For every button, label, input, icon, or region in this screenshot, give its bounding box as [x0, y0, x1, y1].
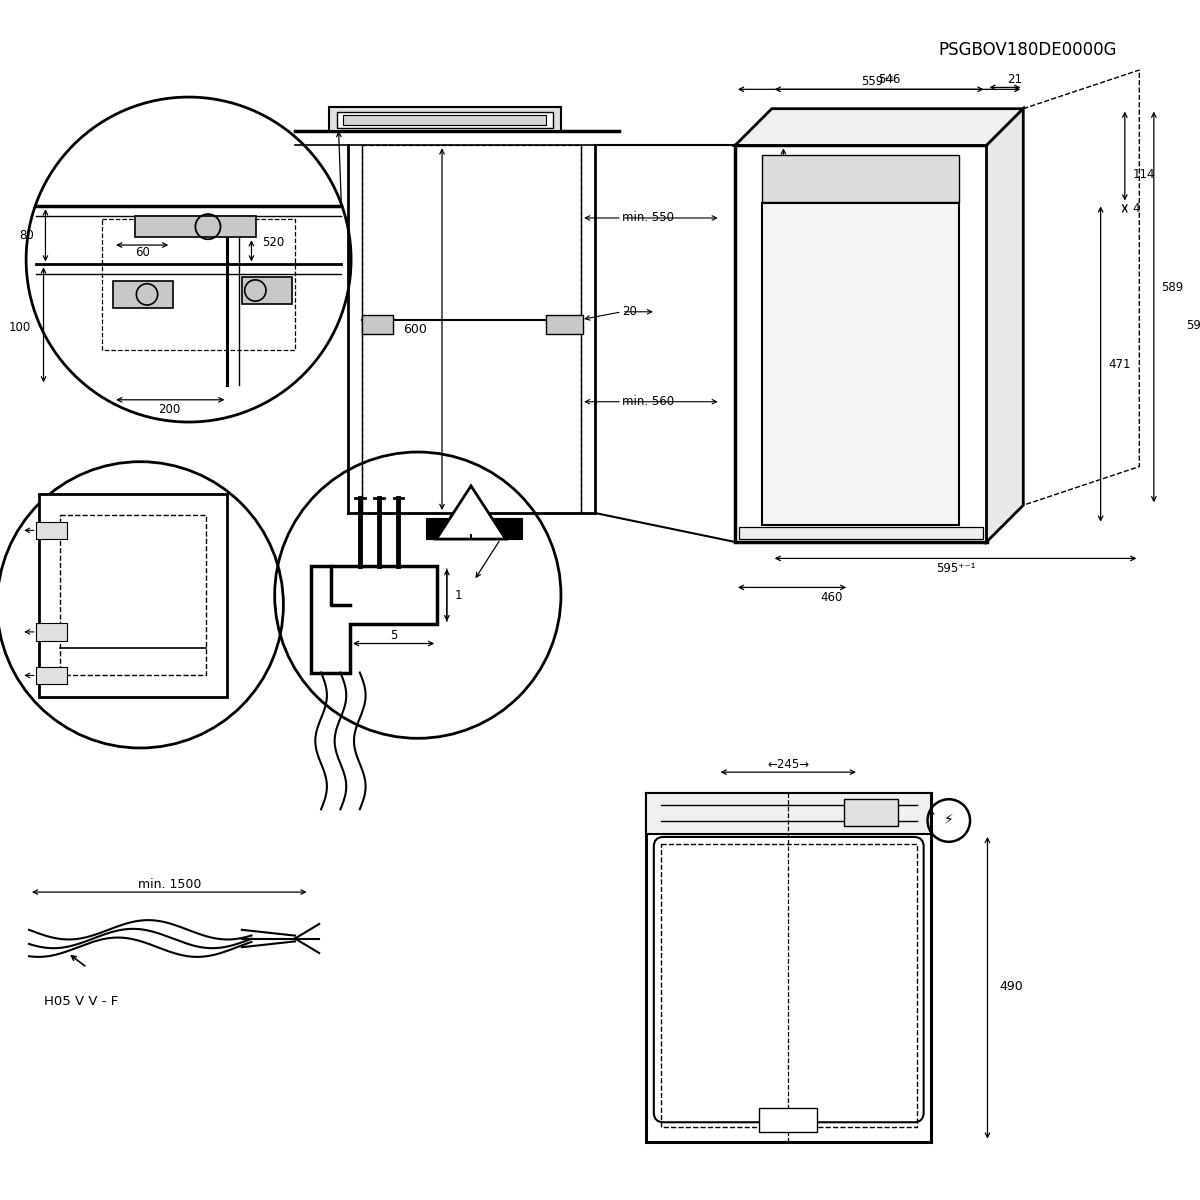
Text: min. 1500: min. 1500	[138, 878, 200, 890]
Text: 1: 1	[455, 589, 462, 601]
Text: 114: 114	[1133, 168, 1156, 181]
FancyBboxPatch shape	[736, 145, 986, 542]
FancyBboxPatch shape	[361, 314, 392, 334]
FancyBboxPatch shape	[36, 522, 67, 539]
FancyBboxPatch shape	[36, 623, 67, 641]
Polygon shape	[986, 109, 1024, 542]
FancyBboxPatch shape	[426, 517, 522, 539]
Text: 5: 5	[390, 629, 397, 642]
Text: 33: 33	[44, 625, 59, 638]
Text: 490: 490	[1000, 980, 1022, 994]
Text: 594: 594	[1186, 319, 1200, 332]
Text: ⚡: ⚡	[143, 289, 151, 299]
Text: 520: 520	[262, 235, 284, 248]
Text: 20: 20	[622, 305, 637, 318]
Text: 21: 21	[1007, 73, 1022, 86]
Text: PSGBOV180DE0000G: PSGBOV180DE0000G	[938, 41, 1117, 59]
FancyBboxPatch shape	[36, 667, 67, 684]
FancyBboxPatch shape	[546, 314, 583, 334]
FancyBboxPatch shape	[845, 799, 898, 827]
Text: 80: 80	[19, 229, 34, 242]
Text: 20: 20	[44, 668, 59, 682]
Text: 595⁺⁻¹: 595⁺⁻¹	[936, 562, 976, 575]
FancyBboxPatch shape	[136, 216, 257, 238]
Text: ⚡: ⚡	[944, 814, 954, 828]
FancyBboxPatch shape	[113, 281, 173, 308]
Text: 200: 200	[158, 403, 180, 416]
Text: 546: 546	[878, 73, 901, 86]
Polygon shape	[336, 112, 553, 128]
Text: min. 550: min. 550	[622, 211, 674, 224]
Text: 33: 33	[150, 280, 166, 293]
Text: 559⁺¹: 559⁺¹	[862, 76, 895, 88]
Text: !: !	[466, 516, 476, 535]
Text: ⚡: ⚡	[252, 286, 259, 295]
Text: ⚡: ⚡	[204, 220, 212, 233]
FancyBboxPatch shape	[646, 793, 931, 834]
Text: 471: 471	[1109, 358, 1130, 371]
FancyBboxPatch shape	[762, 204, 960, 524]
FancyBboxPatch shape	[739, 528, 983, 539]
Text: min. 560: min. 560	[622, 395, 674, 408]
Polygon shape	[343, 115, 546, 125]
FancyBboxPatch shape	[760, 1108, 817, 1132]
Polygon shape	[437, 486, 505, 539]
FancyBboxPatch shape	[646, 793, 931, 1141]
Text: ←245→: ←245→	[767, 758, 809, 770]
Text: 18: 18	[796, 168, 810, 181]
Text: 60: 60	[134, 246, 150, 259]
Text: H05 V V - F: H05 V V - F	[43, 995, 118, 1008]
Polygon shape	[329, 107, 560, 131]
Text: 100: 100	[8, 320, 31, 334]
Text: 460: 460	[821, 590, 842, 604]
FancyBboxPatch shape	[241, 277, 292, 304]
FancyBboxPatch shape	[762, 155, 960, 202]
Text: 4: 4	[1133, 202, 1140, 215]
Text: 589: 589	[1162, 281, 1184, 294]
Polygon shape	[736, 109, 1024, 145]
Text: 600: 600	[403, 323, 427, 336]
FancyBboxPatch shape	[38, 493, 227, 697]
Text: 60: 60	[44, 524, 59, 536]
